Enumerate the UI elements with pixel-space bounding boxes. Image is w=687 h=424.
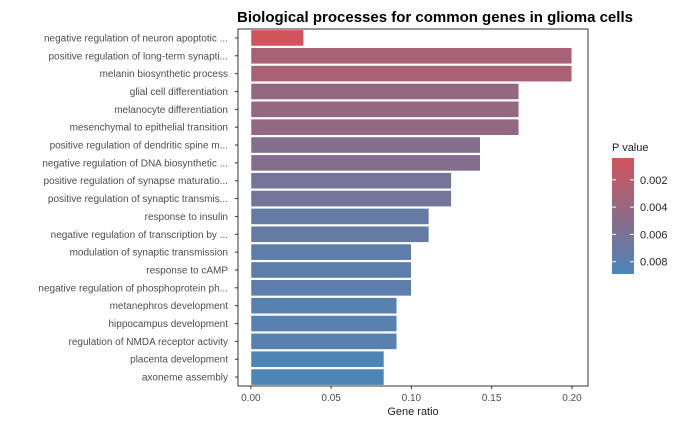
legend-tick-label: 0.004 [640,202,668,214]
bar [250,65,573,83]
bar [250,118,520,136]
y-axis-labels: negative regulation of neuron apoptotic … [38,33,238,384]
y-tick-label: axoneme assembly [142,373,228,384]
bar [250,47,573,65]
y-tick-label: negative regulation of transcription by … [51,230,228,241]
bar [250,100,520,118]
bar [250,332,398,350]
x-axis: 0.00 0.05 0.10 0.15 0.20 [241,386,582,404]
y-tick-label: glial cell differentiation [130,87,228,98]
y-tick-label: placenta development [130,355,228,366]
y-tick-label: modulation of synaptic transmission [70,248,228,259]
y-tick-label: negative regulation of DNA biosynthetic … [42,158,228,169]
bar [250,189,452,208]
plot-panel [237,28,589,387]
y-tick-label: response to cAMP [146,265,228,276]
bar [250,261,412,279]
bar [250,172,452,190]
bar [250,297,398,315]
y-tick-label: positive regulation of long-term synapti… [48,51,228,62]
y-tick-label: regulation of NMDA receptor activity [68,337,228,348]
bar [250,243,412,261]
x-axis-title: Gene ratio [387,406,438,418]
bar [250,136,481,154]
legend-tick-label: 0.008 [640,257,668,269]
bar [250,279,412,297]
y-tick-label: mesenchymal to epithelial transition [70,123,228,134]
y-tick-label: positive regulation of dendritic spine m… [50,141,228,152]
legend-color-bar [612,158,634,274]
y-tick-label: positive regulation of synaptic transmis… [48,194,228,205]
y-tick-label: metanephros development [110,301,229,312]
y-tick-label: positive regulation of synapse maturatio… [43,176,228,187]
bar [250,82,520,101]
legend-ticks: 0.002 0.004 0.006 0.008 [612,175,668,269]
legend-tick-label: 0.006 [640,229,668,241]
bar [250,154,481,172]
bar [250,350,385,368]
y-tick-label: hippocampus development [108,319,228,330]
y-tick-label: response to insulin [145,212,228,223]
bars [250,29,573,386]
x-tick-label: 0.00 [241,393,261,404]
bar [250,207,430,226]
bar [250,314,398,333]
chart-title: Biological processes for common genes in… [237,9,633,26]
x-tick-label: 0.20 [562,393,582,404]
bar [250,225,430,243]
y-tick-label: melanocyte differentiation [114,105,228,116]
bar [250,368,385,386]
legend-title: P value [612,142,649,154]
y-tick-label: melanin biosynthetic process [100,69,228,80]
x-tick-label: 0.15 [482,393,502,404]
y-tick-label: negative regulation of neuron apoptotic … [44,33,228,44]
x-tick-label: 0.05 [321,393,341,404]
y-tick-label: negative regulation of phosphoprotein ph… [38,283,228,294]
bar [250,29,305,47]
x-tick-label: 0.10 [402,393,422,404]
legend-tick-label: 0.002 [640,175,668,187]
legend: P value 0.002 0.004 0.006 0.008 [612,142,668,274]
